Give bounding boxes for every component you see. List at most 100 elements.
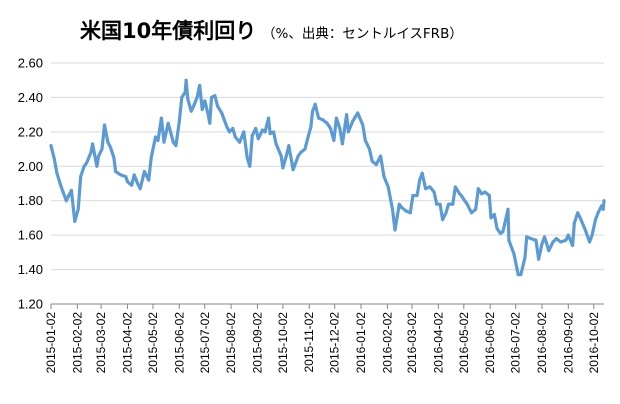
- data-point: [435, 202, 439, 206]
- data-point: [305, 140, 309, 144]
- data-point: [519, 273, 523, 277]
- data-point: [523, 256, 527, 259]
- data-point: [112, 156, 116, 160]
- x-tick-label: 2015-05-02: [146, 312, 160, 374]
- data-point: [119, 173, 123, 177]
- series-points: [49, 78, 606, 277]
- data-point: [220, 111, 224, 115]
- data-point: [325, 121, 329, 125]
- data-point: [291, 168, 295, 172]
- data-point: [566, 233, 570, 237]
- data-point: [279, 154, 283, 158]
- data-point: [210, 95, 213, 99]
- data-point: [250, 133, 254, 137]
- data-point: [554, 237, 558, 241]
- data-point: [186, 97, 190, 101]
- data-point: [91, 142, 95, 146]
- data-point: [346, 130, 350, 134]
- data-point: [480, 192, 484, 196]
- data-point: [203, 99, 207, 103]
- x-axis: 2015-01-02 2015-02-02 2015-03-02 2015-04-02…: [44, 303, 604, 374]
- data-point: [463, 199, 467, 203]
- data-point: [79, 175, 83, 179]
- x-tick-label: 2015-02-02: [70, 312, 84, 374]
- data-point: [124, 175, 128, 179]
- data-point: [529, 237, 533, 241]
- data-point: [227, 130, 231, 134]
- data-point: [534, 238, 538, 242]
- data-point: [195, 95, 199, 99]
- data-point: [418, 178, 422, 182]
- data-point: [126, 180, 129, 184]
- data-point: [245, 156, 249, 160]
- data-point: [382, 175, 386, 179]
- data-point: [177, 120, 181, 123]
- data-point: [69, 188, 73, 192]
- data-point: [132, 173, 136, 177]
- data-point: [109, 145, 112, 149]
- data-point: [114, 170, 118, 173]
- y-tick-label: 2.00: [18, 159, 43, 174]
- data-point: [397, 202, 401, 206]
- data-point: [559, 240, 563, 244]
- data-point: [386, 185, 390, 189]
- data-point: [248, 164, 252, 168]
- data-point: [242, 130, 246, 134]
- data-point: [156, 139, 160, 142]
- data-point: [551, 240, 555, 244]
- data-point: [192, 104, 196, 108]
- y-tick-label: 2.40: [18, 90, 43, 105]
- data-point: [317, 116, 321, 120]
- data-point: [601, 207, 605, 211]
- data-point: [361, 123, 365, 127]
- data-point: [299, 151, 303, 154]
- data-point: [438, 202, 442, 206]
- data-point: [97, 154, 101, 158]
- data-point: [216, 104, 219, 108]
- data-point: [356, 111, 360, 115]
- data-point: [213, 94, 217, 98]
- x-tick-label: 2015-10-02: [276, 312, 290, 374]
- data-point: [444, 211, 448, 215]
- data-point: [400, 206, 404, 210]
- data-point: [231, 126, 235, 130]
- data-point: [465, 202, 469, 206]
- data-point: [506, 207, 510, 211]
- data-point: [149, 156, 153, 160]
- data-point: [483, 190, 487, 194]
- data-point: [206, 113, 210, 117]
- data-point: [498, 231, 502, 235]
- data-point: [507, 238, 511, 242]
- data-point: [596, 211, 600, 215]
- data-point: [543, 235, 546, 239]
- data-point: [525, 235, 529, 239]
- data-point: [572, 221, 576, 225]
- data-point: [411, 194, 415, 197]
- data-point: [272, 130, 276, 134]
- data-point: [162, 140, 166, 144]
- data-point: [130, 183, 134, 187]
- data-point: [501, 230, 505, 234]
- data-point: [424, 187, 428, 191]
- data-point: [391, 207, 394, 211]
- x-tick-label: 2016-04-02: [431, 312, 445, 374]
- data-point: [296, 154, 300, 158]
- data-point: [470, 211, 473, 215]
- data-point: [200, 108, 204, 111]
- data-point: [136, 182, 140, 185]
- x-tick-label: 2015-03-02: [94, 312, 108, 374]
- data-point: [154, 135, 157, 139]
- series-layer: [49, 78, 606, 277]
- data-point: [263, 130, 267, 134]
- data-point: [420, 171, 424, 175]
- data-point: [64, 199, 68, 203]
- data-point: [379, 154, 383, 158]
- data-point: [516, 273, 520, 277]
- data-point: [578, 216, 582, 220]
- data-point: [374, 163, 378, 167]
- data-point: [447, 202, 450, 206]
- data-point: [95, 164, 99, 168]
- data-point: [55, 171, 59, 175]
- data-point: [159, 116, 163, 120]
